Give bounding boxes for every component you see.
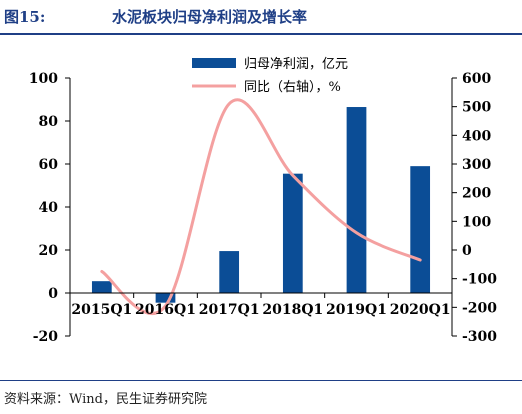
- figure-header: 图15: 水泥板块归母净利润及增长率: [0, 0, 522, 40]
- footer-rule: [0, 380, 522, 381]
- right-tick-label: 500: [462, 100, 491, 116]
- left-tick-label: 40: [39, 200, 59, 216]
- plot-area: -20020406080100-300-200-1000100200300400…: [29, 71, 498, 345]
- chart: -20020406080100-300-200-1000100200300400…: [29, 57, 498, 345]
- source-note: 资料来源：Wind，民生证券研究院: [4, 392, 207, 407]
- bar-2018Q1: [282, 173, 303, 293]
- header-rule: [0, 33, 522, 35]
- figure-title: 水泥板块归母净利润及增长率: [112, 8, 308, 26]
- legend-bar-label: 归母净利润，亿元: [244, 57, 348, 72]
- left-tick-label: -20: [33, 329, 59, 345]
- left-tick-label: 20: [39, 243, 59, 259]
- left-tick-label: 60: [39, 157, 59, 173]
- right-tick-label: -200: [462, 300, 497, 316]
- legend-line-label: 同比（右轴），%: [244, 80, 341, 95]
- left-tick-label: 80: [39, 114, 59, 130]
- bar-2017Q1: [219, 251, 240, 293]
- category-label-2020Q1: 2020Q1: [390, 302, 451, 318]
- right-tick-label: 200: [462, 186, 491, 202]
- left-tick-label: 0: [48, 286, 58, 302]
- legend: 归母净利润，亿元 同比（右轴），%: [192, 57, 348, 95]
- bar-2016Q1: [155, 293, 176, 303]
- bar-2019Q1: [346, 107, 367, 294]
- category-label-2019Q1: 2019Q1: [326, 302, 387, 318]
- right-tick-label: 100: [462, 214, 491, 230]
- right-tick-label: -300: [462, 329, 497, 345]
- right-tick-label: 600: [462, 71, 491, 87]
- figure-number: 图15:: [4, 8, 46, 26]
- growth-line: [100, 98, 422, 316]
- category-label-2015Q1: 2015Q1: [71, 302, 132, 318]
- left-tick-label: 100: [29, 71, 58, 87]
- right-tick-label: 0: [462, 243, 472, 259]
- right-tick-label: -100: [462, 272, 497, 288]
- right-tick-label: 400: [462, 128, 491, 144]
- category-label-2016Q1: 2016Q1: [135, 302, 196, 318]
- bar-2020Q1: [410, 166, 431, 293]
- category-label-2017Q1: 2017Q1: [199, 302, 260, 318]
- legend-bar-swatch: [192, 58, 236, 68]
- bar-2015Q1: [91, 281, 112, 293]
- right-tick-label: 300: [462, 157, 491, 173]
- category-label-2018Q1: 2018Q1: [262, 302, 323, 318]
